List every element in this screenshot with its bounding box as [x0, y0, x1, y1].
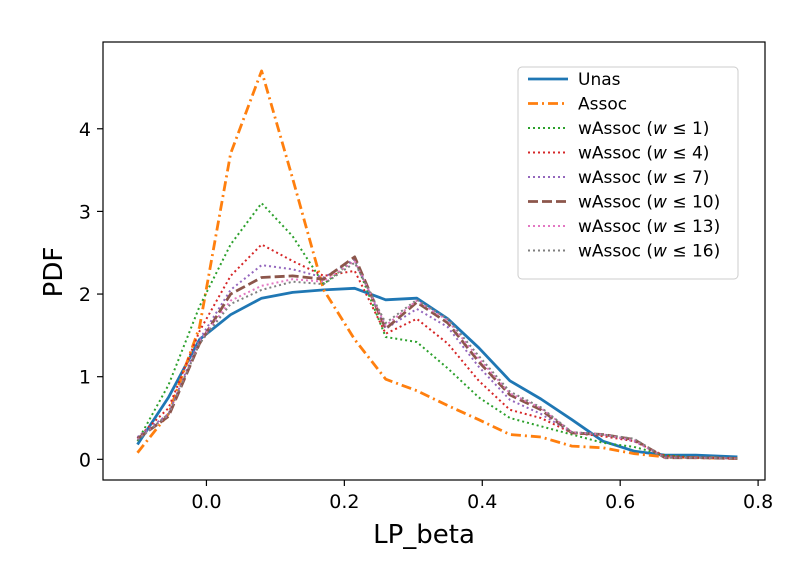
- x-tick-label: 0.2: [329, 491, 359, 513]
- y-tick-label: 2: [79, 284, 91, 306]
- y-tick-label: 3: [79, 201, 91, 223]
- legend-label-6: wAssoc (w ≤ 13): [578, 217, 720, 237]
- series-line-3: [136, 243, 738, 460]
- legend-label-5: wAssoc (w ≤ 10): [578, 193, 720, 213]
- x-axis: 0.0 0.2 0.4 0.6 0.8: [191, 480, 773, 513]
- series-line-2: [136, 202, 738, 460]
- x-tick-label: 0.8: [743, 491, 773, 513]
- legend-label-7: wAssoc (w ≤ 16): [578, 242, 720, 262]
- plot-frame: [102, 41, 766, 481]
- legend-label-3: wAssoc (w ≤ 4): [578, 144, 709, 164]
- x-tick-label: 0.4: [467, 491, 497, 513]
- y-tick-label: 1: [79, 367, 91, 389]
- legend-label-4: wAssoc (w ≤ 7): [578, 168, 709, 188]
- series-line-5: [136, 255, 738, 460]
- legend-label-2: wAssoc (w ≤ 1): [578, 119, 709, 139]
- series-line-7: [136, 261, 738, 460]
- y-axis-label: PDF: [39, 247, 69, 298]
- legend: Unas Assoc wAssoc (w ≤ 1) wAssoc (w ≤ 4) wAs…: [517, 66, 739, 280]
- x-tick-label: 0.0: [191, 491, 221, 513]
- series-line-0: [136, 286, 738, 459]
- y-axis: 0 1 2 3 4: [79, 119, 103, 471]
- legend-label-1: Assoc: [578, 95, 627, 115]
- legend-box: [517, 66, 739, 280]
- x-axis-label: LP_beta: [373, 520, 475, 550]
- legend-label-0: Unas: [578, 70, 621, 90]
- series-line-6: [136, 260, 738, 460]
- x-tick-label: 0.6: [605, 491, 635, 513]
- y-tick-label: 4: [79, 119, 91, 141]
- y-tick-label: 0: [79, 449, 91, 471]
- series-line-4: [136, 258, 738, 460]
- plot-area: [102, 41, 766, 481]
